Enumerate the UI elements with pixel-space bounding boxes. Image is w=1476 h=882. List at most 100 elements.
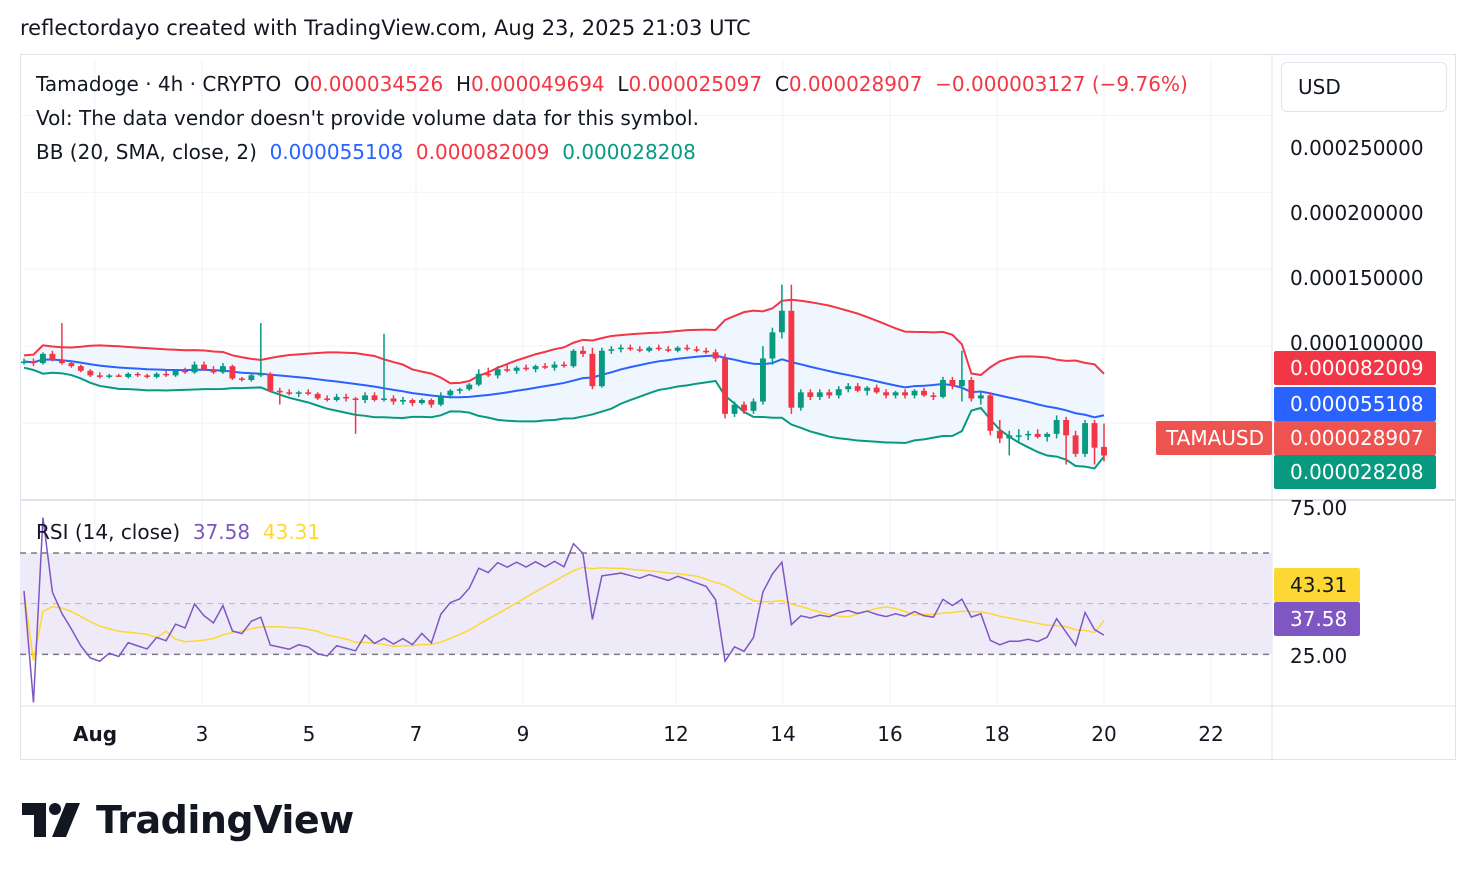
candle-body bbox=[551, 364, 558, 368]
time-tick: 3 bbox=[195, 722, 209, 746]
time-tick: 9 bbox=[516, 722, 530, 746]
candle-body bbox=[1082, 423, 1088, 454]
candle-body bbox=[826, 392, 833, 396]
candle-body bbox=[883, 392, 890, 396]
candle-body bbox=[504, 369, 511, 371]
time-tick: 18 bbox=[984, 722, 1010, 746]
candle-body bbox=[1053, 420, 1060, 434]
tradingview-logo[interactable]: TradingView bbox=[22, 798, 354, 842]
low-value: 0.000025097 bbox=[628, 72, 763, 96]
candle-body bbox=[580, 350, 586, 354]
candle-body bbox=[636, 349, 643, 351]
candle-body bbox=[523, 367, 530, 370]
time-tick: 5 bbox=[302, 722, 316, 746]
candle-body bbox=[106, 375, 113, 377]
close-label: C bbox=[774, 72, 789, 96]
rsi-ma-tag: 43.31 bbox=[1274, 568, 1360, 602]
close-value: 0.000028907 bbox=[788, 72, 923, 96]
rsi-line bbox=[23, 517, 1105, 703]
rsi-ma-line bbox=[23, 566, 1105, 661]
candle-body bbox=[769, 332, 776, 359]
bb-upper-value: 0.000082009 bbox=[415, 140, 550, 164]
candle-body bbox=[977, 395, 984, 399]
candle-body bbox=[703, 350, 710, 353]
candle-body bbox=[1101, 446, 1107, 456]
rsi-tag: 37.58 bbox=[1274, 602, 1360, 636]
candle-body bbox=[968, 380, 975, 399]
currency-button[interactable]: USD bbox=[1281, 62, 1447, 112]
candle-body bbox=[87, 370, 94, 376]
candle-body bbox=[333, 396, 340, 400]
candle-body bbox=[570, 350, 577, 367]
candle-body bbox=[902, 392, 908, 396]
bb-legend: BB (20, SMA, close, 2) 0.000055108 0.000… bbox=[36, 140, 696, 164]
rsi-value: 37.58 bbox=[192, 520, 251, 544]
candle-body bbox=[238, 378, 245, 380]
candle-body bbox=[684, 347, 691, 350]
candle-body bbox=[561, 364, 567, 367]
rsi-label[interactable]: RSI (14, close) bbox=[36, 520, 181, 544]
candle-body bbox=[873, 387, 880, 393]
candle-body bbox=[674, 347, 681, 351]
change-value: −0.000003127 (−9.76%) bbox=[935, 72, 1188, 96]
candle-body bbox=[722, 358, 728, 414]
candle-body bbox=[191, 364, 198, 373]
candle-body bbox=[447, 390, 454, 396]
candle-body bbox=[731, 404, 738, 414]
candle-body bbox=[778, 310, 785, 333]
candle-body bbox=[475, 373, 482, 385]
price-tick: 0.000200000 bbox=[1290, 201, 1424, 225]
symbol-info[interactable]: Tamadoge · 4h · CRYPTO bbox=[36, 72, 282, 96]
candle-body bbox=[343, 396, 350, 399]
ohlc-legend: Tamadoge · 4h · CRYPTO O0.000034526 H0.0… bbox=[36, 72, 1188, 96]
candle-body bbox=[949, 380, 956, 387]
symbol-tag: TAMAUSD bbox=[1156, 421, 1272, 455]
volume-note: Vol: The data vendor doesn't provide vol… bbox=[36, 106, 699, 130]
candle-body bbox=[921, 390, 927, 396]
bb-lower-line bbox=[23, 366, 1105, 470]
candle-body bbox=[125, 373, 132, 377]
candle-body bbox=[30, 361, 37, 364]
candle-body bbox=[257, 373, 264, 376]
candle-body bbox=[864, 387, 871, 391]
candle-body bbox=[892, 392, 899, 396]
low-label: L bbox=[617, 72, 629, 96]
candle-body bbox=[1044, 433, 1051, 437]
candle-body bbox=[314, 393, 321, 399]
rsi-tick: 25.00 bbox=[1290, 644, 1348, 668]
candle-body bbox=[409, 400, 416, 404]
candle-body bbox=[400, 400, 406, 402]
candle-body bbox=[627, 347, 634, 350]
time-tick: 20 bbox=[1091, 722, 1117, 746]
candle-body bbox=[542, 366, 548, 368]
candle-body bbox=[987, 395, 994, 431]
candle-body bbox=[428, 400, 435, 405]
candle-body bbox=[485, 373, 492, 376]
price-tick: 0.000150000 bbox=[1290, 266, 1424, 290]
brand-name: TradingView bbox=[96, 798, 354, 842]
bb-basis-tag: 0.000055108 bbox=[1274, 387, 1436, 421]
candle-body bbox=[655, 347, 662, 350]
candle-body bbox=[930, 395, 937, 397]
bb-upper-line bbox=[23, 298, 1105, 385]
candle-body bbox=[797, 392, 804, 408]
candle-body bbox=[1006, 435, 1013, 439]
candle-body bbox=[276, 390, 283, 393]
candle-body bbox=[229, 366, 236, 379]
candle-body bbox=[77, 366, 84, 371]
candle-body bbox=[134, 373, 141, 376]
candle-body bbox=[1034, 433, 1041, 437]
candle-body bbox=[96, 375, 103, 377]
candle-body bbox=[665, 349, 672, 351]
chart-frame bbox=[20, 54, 1456, 760]
time-tick: 14 bbox=[770, 722, 796, 746]
bb-label[interactable]: BB (20, SMA, close, 2) bbox=[36, 140, 257, 164]
high-label: H bbox=[456, 72, 472, 96]
candle-body bbox=[788, 310, 795, 408]
candle-body bbox=[617, 347, 624, 350]
rsi-tick: 75.00 bbox=[1290, 496, 1348, 520]
bb-lower-value: 0.000028208 bbox=[562, 140, 696, 164]
candle-body bbox=[153, 373, 160, 377]
candle-body bbox=[712, 352, 719, 359]
